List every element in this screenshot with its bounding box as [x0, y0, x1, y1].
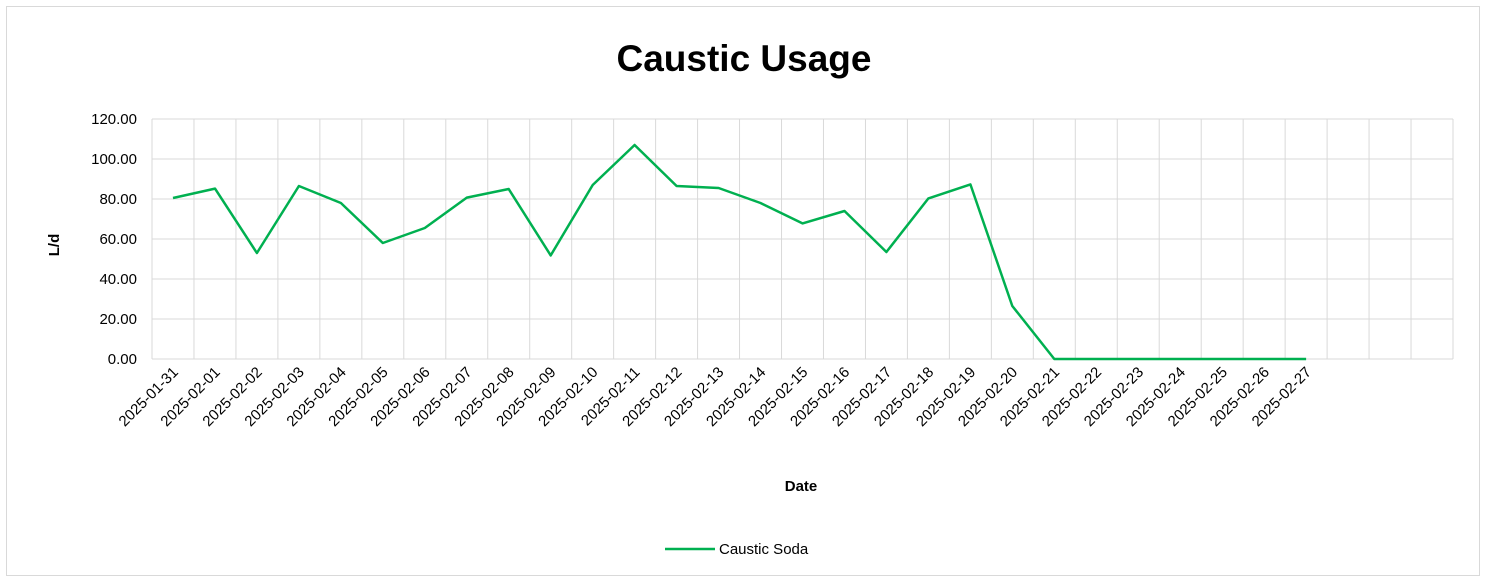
y-tick-label: 20.00: [99, 311, 137, 328]
x-axis-title: Date: [785, 478, 818, 495]
chart-title: Caustic Usage: [617, 38, 872, 79]
y-tick-label: 100.00: [91, 151, 137, 168]
line-chart: Caustic Usage 0.00 20.00 40.00 60.00 80.00 10…: [46, 38, 1454, 558]
x-axis-ticks: 2025-01-312025-02-012025-02-022025-02-03…: [116, 364, 1315, 430]
y-axis-title: L/d: [46, 234, 63, 257]
y-tick-label: 80.00: [99, 191, 137, 208]
legend: Caustic Soda: [665, 541, 809, 558]
series-line-caustic-soda: [172, 143, 1307, 361]
legend-label-caustic-soda: Caustic Soda: [719, 541, 809, 558]
y-tick-label: 60.00: [99, 231, 137, 248]
y-tick-label: 120.00: [91, 111, 137, 128]
series-layer: [172, 143, 1307, 361]
y-tick-label: 0.00: [108, 351, 137, 368]
chart-area: Caustic Usage 0.00 20.00 40.00 60.00 80.00 10…: [6, 6, 1480, 576]
y-tick-label: 40.00: [99, 271, 137, 288]
y-axis-ticks: 0.00 20.00 40.00 60.00 80.00 100.00 120.00: [91, 111, 137, 368]
gridlines: [151, 118, 1454, 360]
